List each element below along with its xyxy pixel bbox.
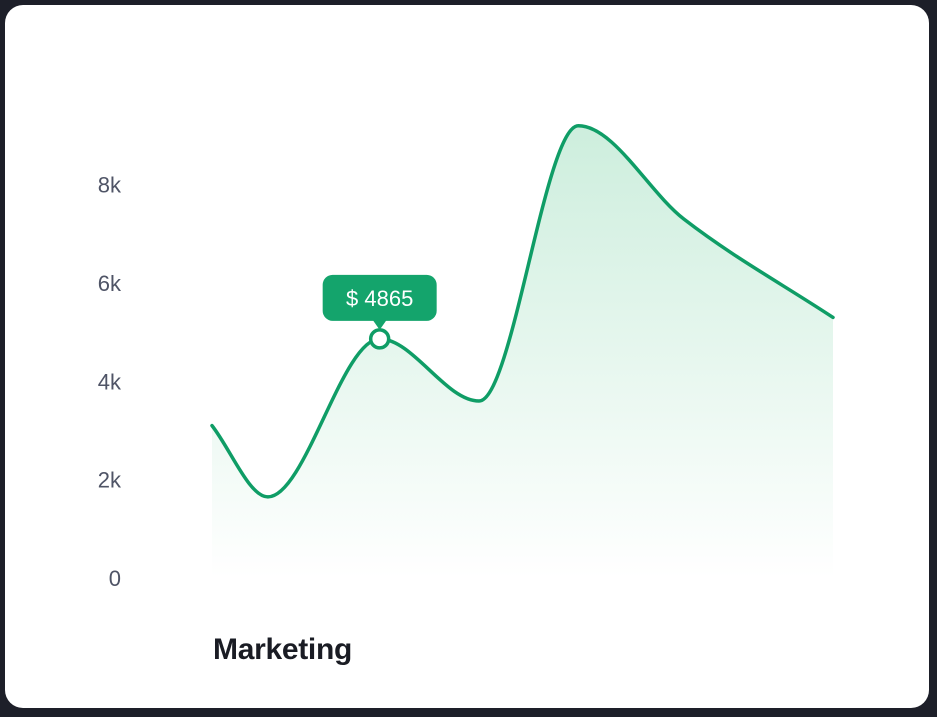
y-tick-label-0: 0	[109, 566, 121, 591]
marketing-area-chart: 0 2k 4k 6k 8k $ 4865	[98, 123, 835, 591]
value-tooltip: $ 4865	[322, 274, 437, 330]
tooltip-label: $ 4865	[346, 286, 413, 311]
chart-card: 0 2k 4k 6k 8k $ 4865 Marketing	[5, 5, 929, 708]
series-line	[210, 123, 835, 499]
series-area-fill	[212, 125, 833, 578]
highlight-point	[368, 328, 391, 350]
y-tick-label-6k: 6k	[98, 271, 122, 296]
y-tick-label-4k: 4k	[98, 369, 122, 394]
y-tick-label-2k: 2k	[98, 468, 122, 493]
chart-title: Marketing	[213, 633, 352, 666]
tooltip-bubble	[322, 274, 437, 321]
tooltip-pointer	[372, 319, 387, 330]
y-tick-label-8k: 8k	[98, 173, 122, 198]
